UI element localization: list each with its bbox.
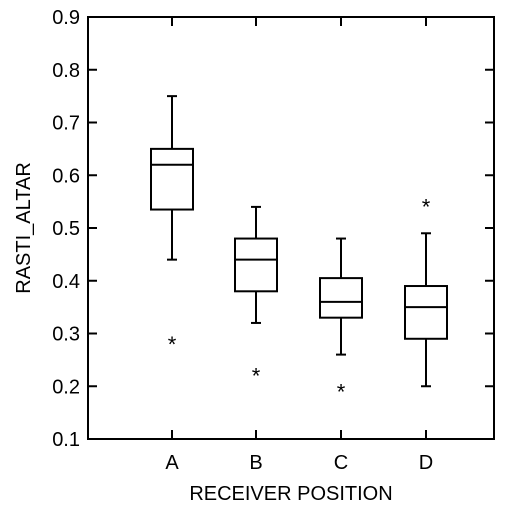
y-axis: 0.1 0.2 0.3 0.4 0.5 0.6 0.7 0.8 0.9	[52, 7, 494, 451]
y-tick-label: 0.1	[52, 429, 80, 451]
box	[319, 277, 363, 319]
x-tick-label: B	[249, 452, 262, 474]
box	[150, 147, 194, 211]
y-tick-label: 0.5	[52, 218, 80, 240]
y-tick-label: 0.7	[52, 113, 80, 135]
x-tick-label: D	[419, 452, 433, 474]
y-tick-label: 0.8	[52, 60, 80, 82]
y-tick-label: 0.3	[52, 324, 80, 346]
outlier-marker: *	[337, 379, 346, 404]
x-tick-label: C	[334, 452, 348, 474]
outlier-marker: *	[168, 332, 177, 357]
x-tick-label: A	[165, 452, 179, 474]
y-axis-label: RASTI_ALTAR	[13, 162, 35, 294]
boxes: * * * *	[150, 95, 448, 404]
y-tick-label: 0.6	[52, 165, 80, 187]
outlier-marker: *	[252, 363, 261, 388]
outlier-marker: *	[422, 195, 431, 220]
box	[404, 285, 448, 340]
x-axis-label: RECEIVER POSITION	[189, 483, 392, 505]
plot-frame	[87, 16, 495, 440]
box	[234, 237, 278, 293]
x-axis: A B C D	[165, 17, 433, 474]
y-tick-label: 0.9	[52, 7, 80, 29]
y-tick-label: 0.4	[52, 271, 80, 293]
y-tick-label: 0.2	[52, 376, 80, 398]
